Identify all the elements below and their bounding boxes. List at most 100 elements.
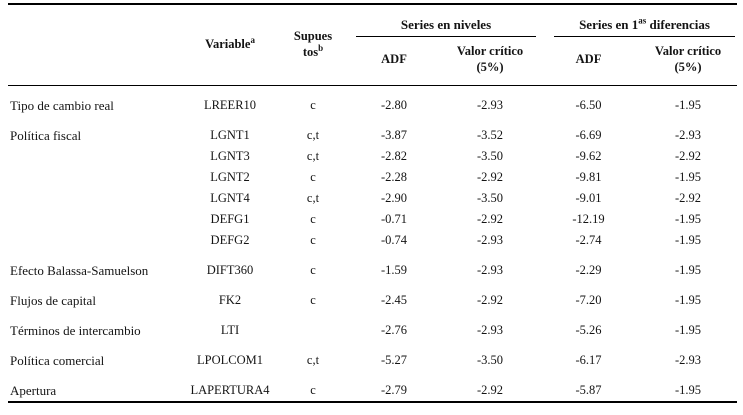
valor-critico-niveles-line2: (5%) (476, 59, 504, 74)
supuestos-cell: c (310, 232, 316, 247)
valor-critico-niveles-line1: Valor crítico (456, 44, 524, 59)
adf-diferencias-cell: -6.69 (575, 127, 602, 142)
table-row: DEFG1 c -0.71 -2.92 -12.19 -1.95 (8, 209, 737, 230)
valor-critico-diferencias-line1: Valor crítico (654, 44, 722, 59)
adf-diferencias-column-header: ADF (538, 37, 640, 86)
valor-critico-niveles-cell: -2.92 (476, 169, 504, 184)
table-row: LGNT3 c,t -2.82 -3.50 -9.62 -2.92 (8, 146, 737, 167)
valor-critico-diferencias-cell: -1.95 (674, 382, 702, 397)
category-cell: Política fiscal (10, 127, 82, 143)
variable-cell: LGNT3 (210, 148, 250, 163)
category-cell: Tipo de cambio real (10, 97, 114, 113)
variable-cell: LGNT4 (210, 190, 250, 205)
supuestos-cell: c (310, 211, 316, 226)
adf-niveles-cell: -3.87 (380, 127, 408, 142)
adf-niveles-cell: -2.76 (380, 322, 408, 337)
adf-diferencias-cell: -2.29 (575, 262, 602, 277)
table-row: LGNT4 c,t -2.90 -3.50 -9.01 -2.92 (8, 188, 737, 209)
variable-cell: LAPERTURA4 (190, 382, 270, 397)
group-header-row: Variablea Supues tosb Series en niveles S… (8, 5, 737, 86)
supuestos-cell (280, 311, 346, 341)
variable-cell: LTI (220, 322, 240, 337)
diferencias-label-pre: Series en 1 (579, 17, 639, 32)
valor-critico-niveles-cell: -2.93 (476, 232, 504, 247)
sub-header-row: ADF Valor crítico (5%) ADF Valor crítico(… (8, 37, 738, 86)
adf-niveles-column-header: ADF (346, 37, 442, 86)
table-row: Política comercial LPOLCOM1 c,t -5.27 -3… (8, 341, 737, 371)
group-header-diferencias-label: Series en 1as diferencias (554, 15, 736, 38)
table-header: Variablea Supues tosb Series en niveles S… (8, 5, 738, 86)
variable-column-header: Variablea (180, 5, 280, 86)
adf-niveles-cell: -2.90 (380, 190, 408, 205)
valor-critico-niveles-cell: -2.93 (476, 322, 504, 337)
table-row: Apertura LAPERTURA4 c -2.79 -2.92 -5.87 … (8, 371, 737, 401)
valor-critico-diferencias-column-header: Valor crítico (5%) (639, 37, 738, 86)
adf-niveles-cell: -0.71 (380, 211, 408, 226)
valor-critico-niveles-cell: -2.92 (476, 292, 504, 307)
valor-critico-niveles-cell: -3.50 (476, 190, 504, 205)
valor-critico-diferencias-cell: -1.95 (674, 292, 702, 307)
valor-critico-niveles-cell: -3.52 (476, 127, 504, 142)
category-cell (8, 209, 180, 230)
supuestos-header-line1: Supues (293, 29, 333, 44)
valor-critico-niveles-cell: -3.50 (476, 148, 504, 163)
valor-critico-diferencias-cell: -1.95 (674, 97, 702, 112)
category-cell: Política comercial (10, 352, 105, 368)
table-row: LGNT2 c -2.28 -2.92 -9.81 -1.95 (8, 167, 737, 188)
category-cell: Efecto Balassa-Samuelson (10, 262, 149, 278)
adf-diferencias-cell: -6.17 (575, 352, 602, 367)
adf-diferencias-cell: -6.50 (575, 97, 602, 112)
valor-critico-niveles-cell: -3.50 (476, 352, 504, 367)
valor-critico-diferencias-cell: -2.92 (674, 148, 702, 163)
valor-critico-diferencias-cell: -1.95 (674, 211, 702, 226)
table-row: Tipo de cambio real LREER10 c -2.80 -2.9… (8, 86, 737, 116)
category-cell (8, 230, 180, 251)
diferencias-label-sup: as (638, 15, 647, 26)
category-cell (8, 167, 180, 188)
adf-niveles-cell: -2.28 (380, 169, 408, 184)
table-row: Flujos de capital FK2 c -2.45 -2.92 -7.2… (8, 281, 737, 311)
valor-critico-niveles-column-header: Valor crítico (5%) (442, 37, 539, 86)
group-header-series-en-diferencias: Series en 1as diferencias (538, 5, 737, 38)
variable-cell: DEFG2 (210, 232, 250, 247)
variable-cell: LPOLCOM1 (197, 352, 263, 367)
group-header-niveles-label: Series en niveles (356, 17, 537, 38)
adf-diferencias-cell: -7.20 (575, 292, 602, 307)
valor-critico-diferencias-cell: -1.95 (674, 169, 702, 184)
valor-critico-niveles-cell: -2.92 (476, 382, 504, 397)
category-column-header-blank (8, 5, 180, 86)
category-cell: Términos de intercambio (10, 322, 141, 338)
supuestos-cell: c,t (306, 352, 320, 367)
valor-critico-diferencias-cell: -1.95 (674, 322, 702, 337)
adf-niveles-cell: -2.80 (380, 97, 408, 112)
supuestos-header-line2: tos (302, 44, 319, 59)
table-row: Términos de intercambio LTI -2.76 -2.93 … (8, 311, 737, 341)
variable-header-label: Variable (205, 36, 251, 51)
adf-niveles-cell: -1.59 (380, 262, 408, 277)
supuestos-header-footnote-b: b (318, 42, 324, 53)
category-cell: Apertura (10, 382, 57, 398)
valor-critico-niveles-cell: -2.92 (476, 211, 504, 226)
category-cell: Flujos de capital (10, 292, 96, 308)
valor-critico-diferencias-line2: (5%) (674, 59, 702, 74)
category-cell (8, 188, 180, 209)
adf-niveles-cell: -2.45 (380, 292, 408, 307)
table-row: Política fiscal LGNT1 c,t -3.87 -3.52 -6… (8, 116, 737, 146)
valor-critico-diferencias-cell: -2.92 (674, 190, 702, 205)
supuestos-cell: c (310, 97, 316, 112)
valor-critico-niveles-cell: -2.93 (476, 262, 504, 277)
adf-diferencias-cell: -2.74 (575, 232, 602, 247)
valor-critico-diferencias-cell: -2.93 (674, 352, 702, 367)
adf-niveles-cell: -0.74 (380, 232, 408, 247)
table-row: DEFG2 c -0.74 -2.93 -2.74 -1.95 (8, 230, 737, 251)
supuestos-cell: c,t (306, 148, 320, 163)
adf-unit-root-table: Variablea Supues tosb Series en niveles S… (8, 3, 738, 403)
table-body: Tipo de cambio real LREER10 c -2.80 -2.9… (8, 86, 737, 401)
variable-cell: LGNT2 (210, 169, 250, 184)
adf-diferencias-cell: -9.01 (575, 190, 602, 205)
valor-critico-diferencias-cell: -1.95 (674, 262, 702, 277)
diferencias-label-post: diferencias (646, 17, 710, 32)
adf-diferencias-cell: -12.19 (572, 211, 605, 226)
adf-niveles-cell: -2.79 (380, 382, 408, 397)
